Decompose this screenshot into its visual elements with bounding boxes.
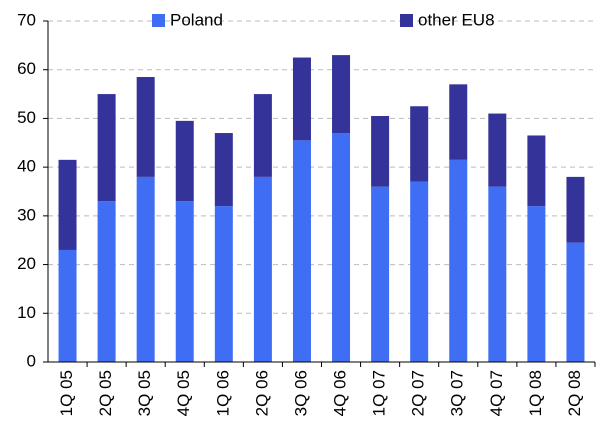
bar [292, 140, 311, 362]
bar [449, 159, 468, 362]
bar [214, 206, 233, 362]
x-tick-label: 1Q 07 [370, 370, 389, 416]
x-tick-label: 3Q 05 [135, 370, 154, 416]
bar [214, 133, 233, 207]
bar [566, 242, 585, 362]
bar [97, 201, 116, 362]
x-tick-label: 3Q 06 [291, 370, 310, 416]
y-tick-label: 70 [17, 10, 36, 29]
y-tick-label: 20 [17, 254, 36, 273]
x-tick-label: 1Q 05 [57, 370, 76, 416]
x-tick-label: 3Q 07 [448, 370, 467, 416]
legend-swatch [400, 14, 413, 27]
x-tick-label: 1Q 08 [526, 370, 545, 416]
legend-label: other EU8 [418, 10, 495, 29]
bar [175, 201, 194, 362]
bar [566, 176, 585, 243]
bar [371, 115, 390, 187]
x-tick-label: 2Q 07 [409, 370, 428, 416]
bar [175, 120, 194, 202]
bar [488, 186, 507, 362]
y-tick-label: 50 [17, 108, 36, 127]
x-tick-label: 2Q 06 [252, 370, 271, 416]
bar [449, 84, 468, 160]
bar [292, 57, 311, 141]
bar [410, 181, 429, 362]
legend-swatch [152, 14, 165, 27]
bar [410, 106, 429, 182]
bar [136, 77, 155, 177]
legend-label: Poland [170, 10, 223, 29]
bar [332, 55, 351, 134]
y-tick-label: 10 [17, 303, 36, 322]
bar [527, 135, 546, 207]
bar [488, 113, 507, 187]
x-tick-label: 4Q 07 [487, 370, 506, 416]
x-tick-label: 4Q 05 [174, 370, 193, 416]
x-tick-label: 2Q 08 [565, 370, 584, 416]
y-tick-label: 60 [17, 59, 36, 78]
bar [58, 249, 77, 362]
y-tick-label: 40 [17, 157, 36, 176]
x-tick-label: 4Q 06 [331, 370, 350, 416]
y-tick-label: 0 [27, 351, 36, 370]
bar [253, 176, 272, 362]
bar [97, 94, 116, 202]
x-tick-label: 1Q 06 [213, 370, 232, 416]
bar [527, 206, 546, 362]
bar [136, 176, 155, 362]
bar [371, 186, 390, 362]
bar [58, 159, 77, 250]
y-tick-label: 30 [17, 205, 36, 224]
bar [332, 133, 351, 362]
x-tick-label: 2Q 05 [96, 370, 115, 416]
bar [253, 94, 272, 177]
